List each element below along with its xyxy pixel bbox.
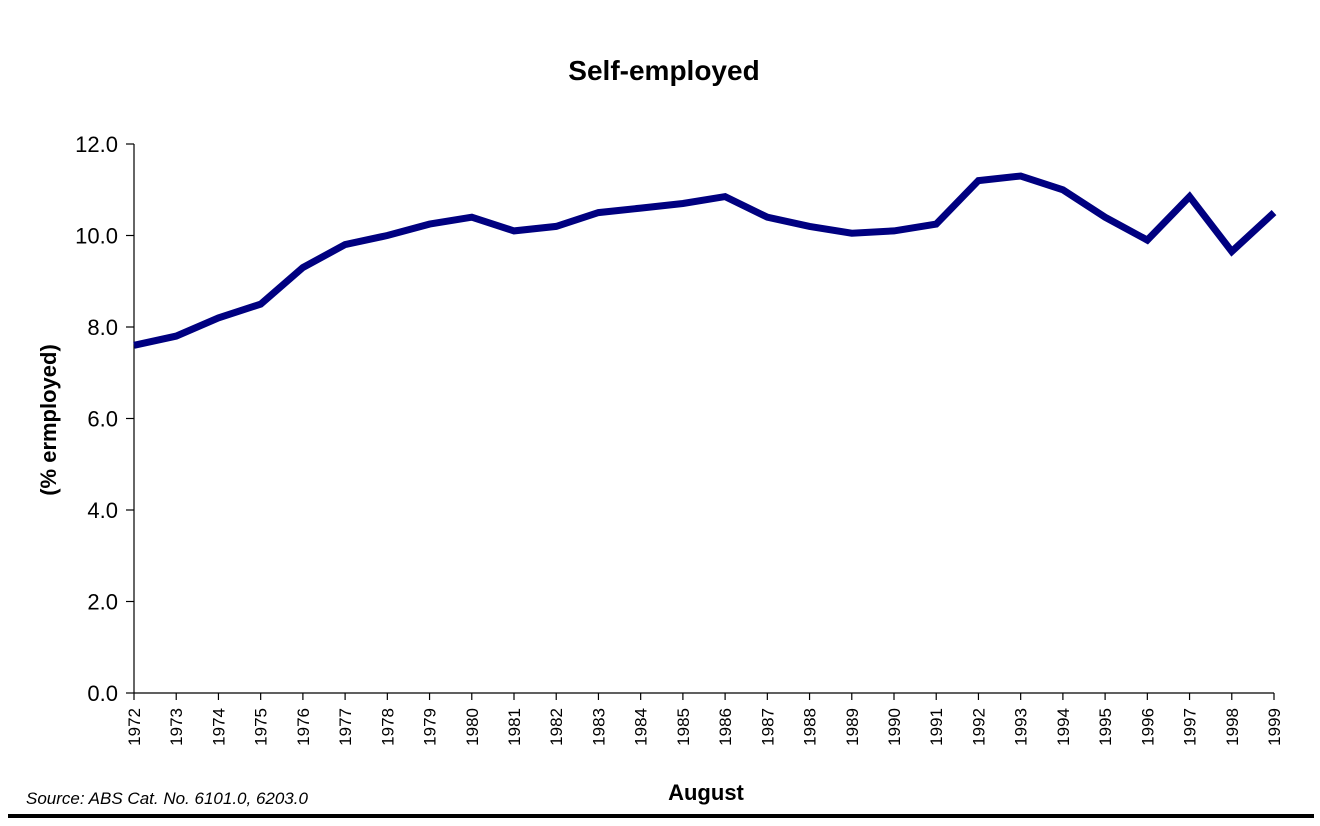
x-tick-label: 1981 bbox=[505, 708, 524, 746]
y-tick-label: 2.0 bbox=[87, 590, 118, 615]
x-tick-label: 1974 bbox=[209, 708, 228, 746]
y-tick-label: 8.0 bbox=[87, 315, 118, 340]
x-tick-label: 1978 bbox=[378, 708, 397, 746]
y-axis-label: (% ermployed) bbox=[36, 344, 61, 496]
x-tick-label: 1975 bbox=[252, 708, 271, 746]
x-tick-label: 1982 bbox=[547, 708, 566, 746]
series-line-0 bbox=[133, 172, 1277, 349]
x-axis-label: August bbox=[668, 780, 744, 805]
x-tick-label: 1998 bbox=[1223, 708, 1242, 746]
x-tick-label: 1979 bbox=[421, 708, 440, 746]
x-tick-label: 1987 bbox=[758, 708, 777, 746]
x-tick-label: 1992 bbox=[969, 708, 988, 746]
y-tick-label: 12.0 bbox=[75, 132, 118, 157]
x-tick-label: 1980 bbox=[463, 708, 482, 746]
x-tick-label: 1985 bbox=[674, 708, 693, 746]
x-tick-label: 1986 bbox=[716, 708, 735, 746]
x-tick-label: 1973 bbox=[167, 708, 186, 746]
x-tick-label: 1993 bbox=[1012, 708, 1031, 746]
y-tick-label: 6.0 bbox=[87, 407, 118, 432]
x-tick-label: 1999 bbox=[1265, 708, 1284, 746]
y-axis: 0.0 2.0 4.0 6.0 8.0 10.0 12.0 bbox=[75, 132, 135, 706]
x-tick-label: 1988 bbox=[801, 708, 820, 746]
x-tick-label: 1972 bbox=[125, 708, 144, 746]
x-tick-label: 1976 bbox=[294, 708, 313, 746]
bottom-rule bbox=[8, 814, 1314, 818]
x-tick-label: 1983 bbox=[589, 708, 608, 746]
x-tick-label: 1991 bbox=[927, 708, 946, 746]
x-tick-label: 1989 bbox=[843, 708, 862, 746]
x-tick-label: 1977 bbox=[336, 708, 355, 746]
chart-title: Self-employed bbox=[568, 55, 759, 86]
x-tick-label: 1984 bbox=[632, 708, 651, 746]
x-tick-label: 1995 bbox=[1096, 708, 1115, 746]
x-tick-label: 1997 bbox=[1181, 708, 1200, 746]
series-layer bbox=[133, 172, 1277, 349]
y-tick-label: 10.0 bbox=[75, 224, 118, 249]
x-tick-label: 1990 bbox=[885, 708, 904, 746]
y-tick-label: 0.0 bbox=[87, 681, 118, 706]
x-tick-label: 1994 bbox=[1054, 708, 1073, 746]
source-note: Source: ABS Cat. No. 6101.0, 6203.0 bbox=[26, 789, 308, 808]
x-tick-label: 1996 bbox=[1138, 708, 1157, 746]
y-tick-label: 4.0 bbox=[87, 498, 118, 523]
x-axis: 1972 1973 1974 1975 1976 1977 1978 1979 1980 1981… bbox=[125, 692, 1284, 746]
